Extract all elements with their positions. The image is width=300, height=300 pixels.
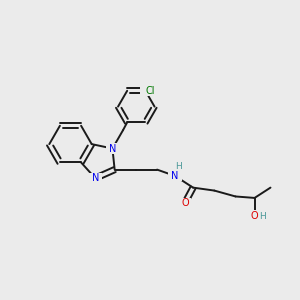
Text: Cl: Cl xyxy=(146,86,155,96)
FancyBboxPatch shape xyxy=(168,171,182,181)
Text: O: O xyxy=(181,198,189,208)
Text: O: O xyxy=(251,211,258,220)
FancyBboxPatch shape xyxy=(178,198,191,208)
Text: H: H xyxy=(175,162,182,171)
Text: H: H xyxy=(260,212,266,221)
FancyBboxPatch shape xyxy=(89,173,102,183)
FancyBboxPatch shape xyxy=(248,210,261,221)
Text: N: N xyxy=(109,143,116,154)
Text: N: N xyxy=(171,171,179,181)
FancyBboxPatch shape xyxy=(140,85,162,96)
Text: N: N xyxy=(92,173,99,183)
FancyBboxPatch shape xyxy=(106,143,119,154)
